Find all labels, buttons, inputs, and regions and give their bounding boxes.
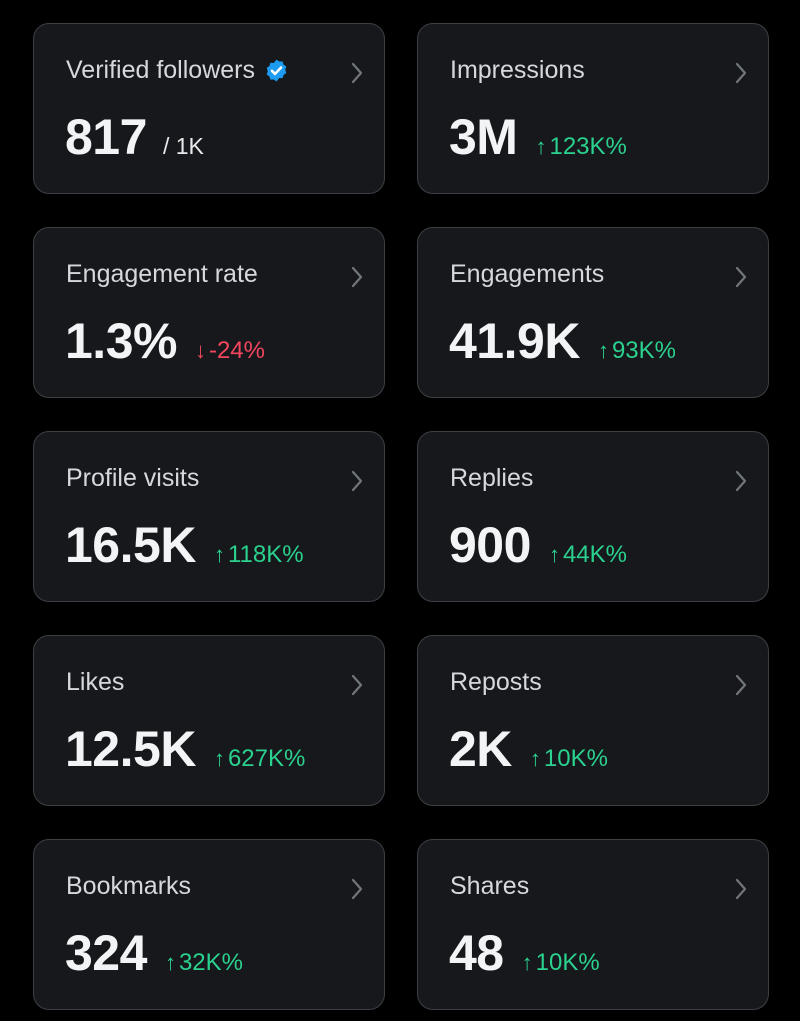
change-badge: ↑ 118K% (214, 541, 304, 569)
change-badge: ↑ 10K% (530, 745, 608, 773)
chevron-right-icon (735, 266, 747, 288)
card-title-label: Engagement rate (66, 260, 258, 288)
card-bookmarks[interactable]: Bookmarks 324 ↑ 32K% (33, 839, 385, 1010)
arrow-up-icon: ↑ (597, 338, 609, 363)
metric-value: 817 (65, 109, 147, 165)
arrow-up-icon: ↑ (213, 746, 225, 771)
card-title-label: Reposts (450, 668, 542, 696)
chevron-right-icon (735, 62, 747, 84)
chevron-right-icon (351, 62, 363, 84)
value-row: 48 ↑ 10K% (449, 928, 600, 978)
metric-value: 12.5K (65, 721, 196, 777)
card-shares[interactable]: Shares 48 ↑ 10K% (417, 839, 769, 1010)
analytics-grid: Verified followers 817 / 1K Impressions … (33, 23, 769, 1010)
card-title-label: Verified followers (66, 56, 255, 84)
change-value: 93K% (611, 337, 676, 364)
change-value: 123K% (549, 133, 627, 160)
card-likes[interactable]: Likes 12.5K ↑ 627K% (33, 635, 385, 806)
arrow-up-icon: ↑ (164, 950, 176, 975)
card-title: Engagement rate (66, 260, 258, 289)
chevron-right-icon (351, 878, 363, 900)
change-badge: ↑ 123K% (535, 133, 626, 161)
chevron-right-icon (351, 266, 363, 288)
card-title: Verified followers (66, 56, 289, 85)
value-row: 12.5K ↑ 627K% (65, 724, 305, 774)
value-row: 41.9K ↑ 93K% (449, 316, 676, 366)
metric-value: 41.9K (449, 313, 580, 369)
card-title: Impressions (450, 56, 585, 85)
value-row: 16.5K ↑ 118K% (65, 520, 304, 570)
card-title-label: Impressions (450, 56, 585, 84)
card-title-label: Likes (66, 668, 125, 696)
metric-value: 3M (449, 109, 518, 165)
metric-value: 900 (449, 517, 531, 573)
card-title: Bookmarks (66, 872, 191, 901)
card-title: Reposts (450, 668, 542, 697)
card-verified-followers[interactable]: Verified followers 817 / 1K (33, 23, 385, 194)
card-title-label: Profile visits (66, 464, 200, 492)
change-value: 44K% (562, 541, 627, 568)
change-badge: ↑ 627K% (214, 745, 305, 773)
change-badge: ↑ 93K% (598, 337, 676, 365)
value-row: 2K ↑ 10K% (449, 724, 608, 774)
card-title: Profile visits (66, 464, 199, 493)
change-badge: ↑ 32K% (165, 949, 243, 977)
card-title: Likes (66, 668, 124, 697)
card-engagement-rate[interactable]: Engagement rate 1.3% ↓ -24% (33, 227, 385, 398)
arrow-down-icon: ↓ (194, 338, 206, 363)
change-badge: ↓ -24% (195, 337, 265, 365)
change-value: 627K% (227, 745, 306, 772)
chevron-right-icon (735, 878, 747, 900)
metric-value: 324 (65, 925, 147, 981)
chevron-right-icon (735, 470, 747, 492)
change-badge: ↑ 10K% (522, 949, 600, 977)
metric-value: 2K (449, 721, 512, 777)
change-value: 10K% (535, 949, 600, 976)
card-impressions[interactable]: Impressions 3M ↑ 123K% (417, 23, 769, 194)
metric-total: / 1K (162, 133, 204, 159)
change-value: -24% (208, 337, 265, 364)
value-row: 817 / 1K (65, 112, 204, 162)
card-title: Engagements (450, 260, 604, 289)
arrow-up-icon: ↑ (535, 134, 547, 159)
card-title-label: Replies (450, 464, 534, 492)
chevron-right-icon (351, 470, 363, 492)
arrow-up-icon: ↑ (213, 542, 225, 567)
change-badge: ↑ 44K% (549, 541, 627, 569)
card-engagements[interactable]: Engagements 41.9K ↑ 93K% (417, 227, 769, 398)
metric-value: 48 (449, 925, 504, 981)
metric-value: 1.3% (65, 313, 177, 369)
verified-badge-icon (264, 58, 289, 83)
card-title: Shares (450, 872, 529, 901)
value-row: 3M ↑ 123K% (449, 112, 627, 162)
value-row: 900 ↑ 44K% (449, 520, 627, 570)
change-value: 32K% (178, 949, 243, 976)
chevron-right-icon (735, 674, 747, 696)
change-value: 10K% (543, 745, 608, 772)
card-replies[interactable]: Replies 900 ↑ 44K% (417, 431, 769, 602)
chevron-right-icon (351, 674, 363, 696)
arrow-up-icon: ↑ (548, 542, 560, 567)
card-title-label: Bookmarks (66, 872, 192, 900)
value-row: 1.3% ↓ -24% (65, 316, 265, 366)
card-title-label: Shares (450, 872, 530, 900)
change-value: 118K% (227, 541, 304, 568)
card-title-label: Engagements (450, 260, 605, 288)
arrow-up-icon: ↑ (529, 746, 541, 771)
card-title: Replies (450, 464, 533, 493)
card-profile-visits[interactable]: Profile visits 16.5K ↑ 118K% (33, 431, 385, 602)
card-reposts[interactable]: Reposts 2K ↑ 10K% (417, 635, 769, 806)
metric-value: 16.5K (65, 517, 196, 573)
value-row: 324 ↑ 32K% (65, 928, 243, 978)
arrow-up-icon: ↑ (521, 950, 533, 975)
